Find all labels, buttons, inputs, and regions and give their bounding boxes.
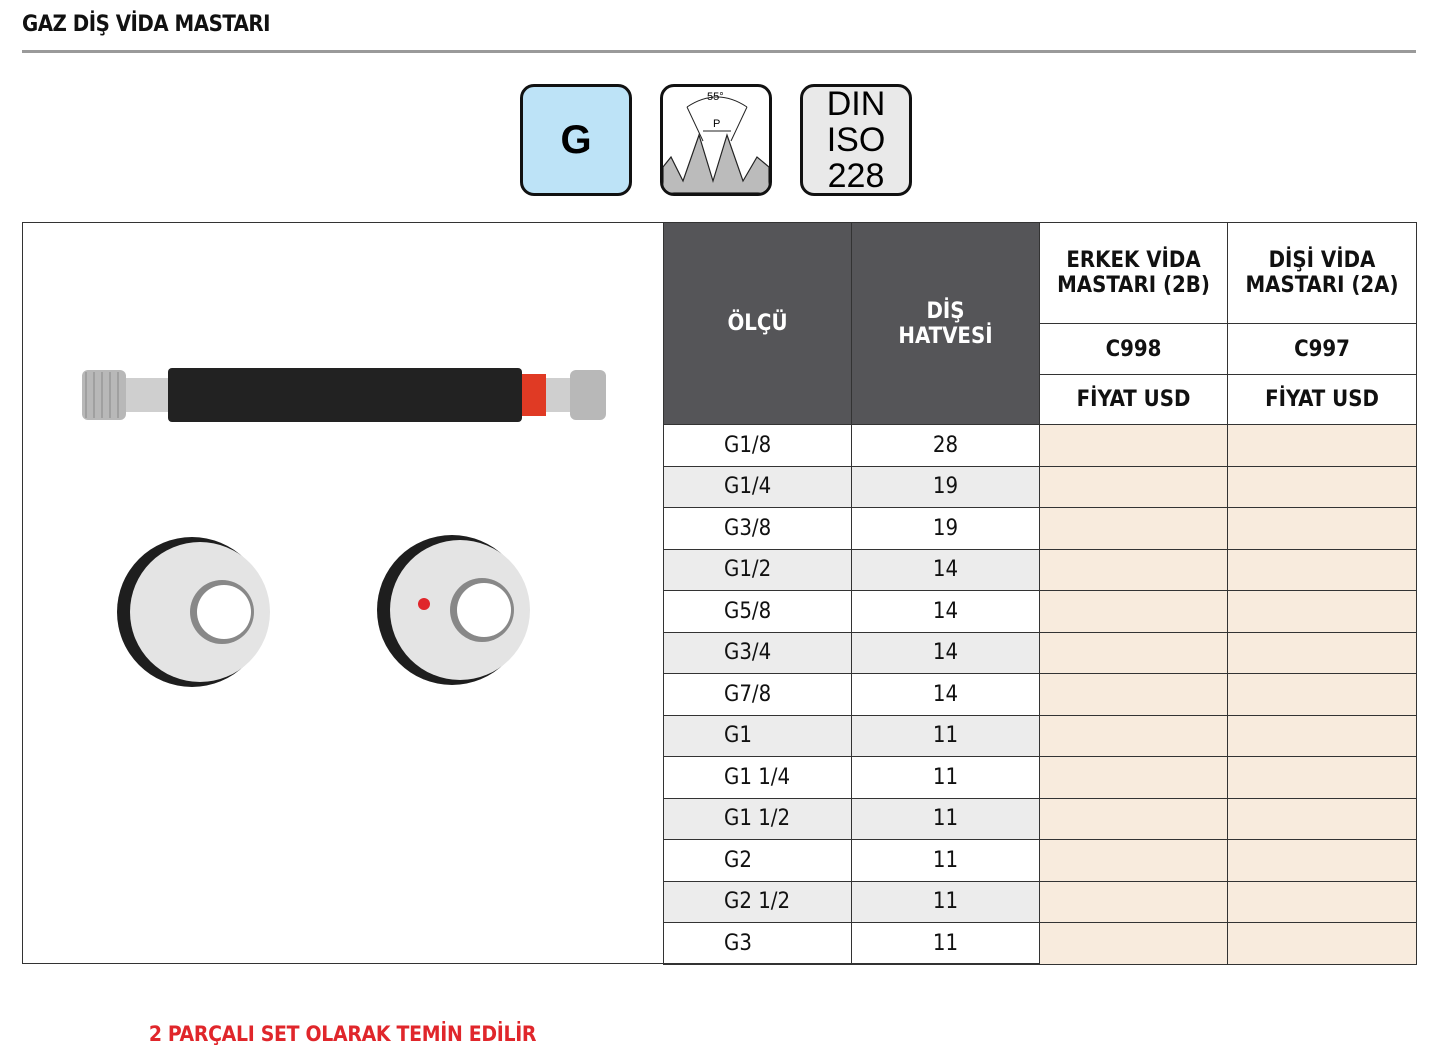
- female-price-cell: [1227, 673, 1417, 716]
- pitch-label: P: [713, 118, 720, 130]
- header-female-price: FİYAT USD: [1227, 374, 1417, 425]
- plug-gauge-image: [82, 368, 606, 687]
- female-price-cell: [1227, 797, 1417, 840]
- pitch-cell: 28: [851, 424, 1040, 467]
- size-cell: G1/8: [663, 424, 852, 467]
- pitch-cell: 14: [851, 631, 1040, 674]
- size-cell: G1: [663, 714, 852, 757]
- table-row: G1 1/2 11: [663, 797, 1417, 840]
- pitch-cell: 14: [851, 548, 1040, 591]
- pitch-cell: 11: [851, 880, 1040, 923]
- pitch-cell: 11: [851, 714, 1040, 757]
- pitch-cell: 11: [851, 756, 1040, 799]
- female-price-cell: [1227, 880, 1417, 923]
- size-cell: G1 1/2: [663, 797, 852, 840]
- pitch-cell: 11: [851, 797, 1040, 840]
- table-row: G7/8 14: [663, 673, 1417, 716]
- iso-label: ISO: [826, 121, 886, 159]
- female-price-cell: [1227, 756, 1417, 799]
- size-cell: G2: [663, 839, 852, 882]
- table-row: G5/8 14: [663, 590, 1417, 633]
- price-table: ÖLÇÜ DİŞ HATVESİ ERKEK VİDA MASTARI (2B) …: [663, 222, 1417, 965]
- size-cell: G3: [663, 922, 852, 965]
- header-female-gauge: DİŞİ VİDA MASTARI (2A): [1227, 222, 1417, 324]
- table-row: G3/8 19: [663, 507, 1417, 550]
- female-price-cell: [1227, 590, 1417, 633]
- pitch-cell: 14: [851, 590, 1040, 633]
- product-image-panel: 2 PARÇALI SET OLARAK TEMİN EDİLİR: [22, 222, 663, 1046]
- pitch-cell: 19: [851, 465, 1040, 508]
- table-row: G3 11: [663, 922, 1417, 965]
- male-price-cell: [1039, 880, 1228, 923]
- header-size: ÖLÇÜ: [663, 222, 852, 425]
- table-row: G1/4 19: [663, 465, 1417, 508]
- size-cell: G2 1/2: [663, 880, 852, 923]
- table-row: G2 11: [663, 839, 1417, 882]
- female-price-cell: [1227, 465, 1417, 508]
- male-price-cell: [1039, 548, 1228, 591]
- pitch-cell: 11: [851, 922, 1040, 965]
- table-row: G1 1/4 11: [663, 756, 1417, 799]
- male-price-cell: [1039, 714, 1228, 757]
- header-pitch-line2: HATVESİ: [898, 323, 993, 349]
- male-price-cell: [1039, 673, 1228, 716]
- size-cell: G7/8: [663, 673, 852, 716]
- size-cell: G3/4: [663, 631, 852, 674]
- table-row: G3/4 14: [663, 631, 1417, 674]
- pitch-cell: 14: [851, 673, 1040, 716]
- size-cell: G5/8: [663, 590, 852, 633]
- header-female-code: C997: [1227, 323, 1417, 375]
- angle-label: 55°: [707, 91, 724, 103]
- standard-number-label: 228: [827, 157, 885, 195]
- female-price-cell: [1227, 631, 1417, 674]
- table-row: G1/2 14: [663, 548, 1417, 591]
- size-cell: G1/2: [663, 548, 852, 591]
- g-label: G: [560, 117, 592, 162]
- male-price-cell: [1039, 590, 1228, 633]
- male-price-cell: [1039, 839, 1228, 882]
- female-price-cell: [1227, 922, 1417, 965]
- header-male-code: C998: [1039, 323, 1228, 375]
- title-divider: [22, 50, 1416, 53]
- female-price-cell: [1227, 548, 1417, 591]
- size-cell: G1/4: [663, 465, 852, 508]
- table-row: G1 11: [663, 714, 1417, 757]
- table-row: G1/8 28: [663, 424, 1417, 467]
- female-price-cell: [1227, 424, 1417, 467]
- male-price-cell: [1039, 424, 1228, 467]
- male-price-cell: [1039, 756, 1228, 799]
- pitch-cell: 19: [851, 507, 1040, 550]
- header-pitch-line1: DİŞ: [926, 298, 965, 324]
- male-price-cell: [1039, 631, 1228, 674]
- din-iso-228-icon: DIN ISO 228: [800, 84, 912, 196]
- female-price-cell: [1227, 714, 1417, 757]
- set-note: 2 PARÇALI SET OLARAK TEMİN EDİLİR: [148, 1022, 537, 1046]
- size-cell: G3/8: [663, 507, 852, 550]
- page-title: GAZ DİŞ VİDA MASTARI: [22, 12, 271, 37]
- thread-profile-icon: 55° P: [660, 84, 772, 196]
- g-thread-icon: G: [520, 84, 632, 196]
- female-price-cell: [1227, 839, 1417, 882]
- header-male-price: FİYAT USD: [1039, 374, 1228, 425]
- header-pitch: DİŞ HATVESİ: [851, 222, 1040, 425]
- male-price-cell: [1039, 922, 1228, 965]
- male-price-cell: [1039, 507, 1228, 550]
- female-price-cell: [1227, 507, 1417, 550]
- size-cell: G1 1/4: [663, 756, 852, 799]
- pitch-cell: 11: [851, 839, 1040, 882]
- male-price-cell: [1039, 465, 1228, 508]
- male-price-cell: [1039, 797, 1228, 840]
- header-male-gauge: ERKEK VİDA MASTARI (2B): [1039, 222, 1228, 324]
- table-row: G2 1/2 11: [663, 880, 1417, 923]
- din-label: DIN: [826, 85, 886, 123]
